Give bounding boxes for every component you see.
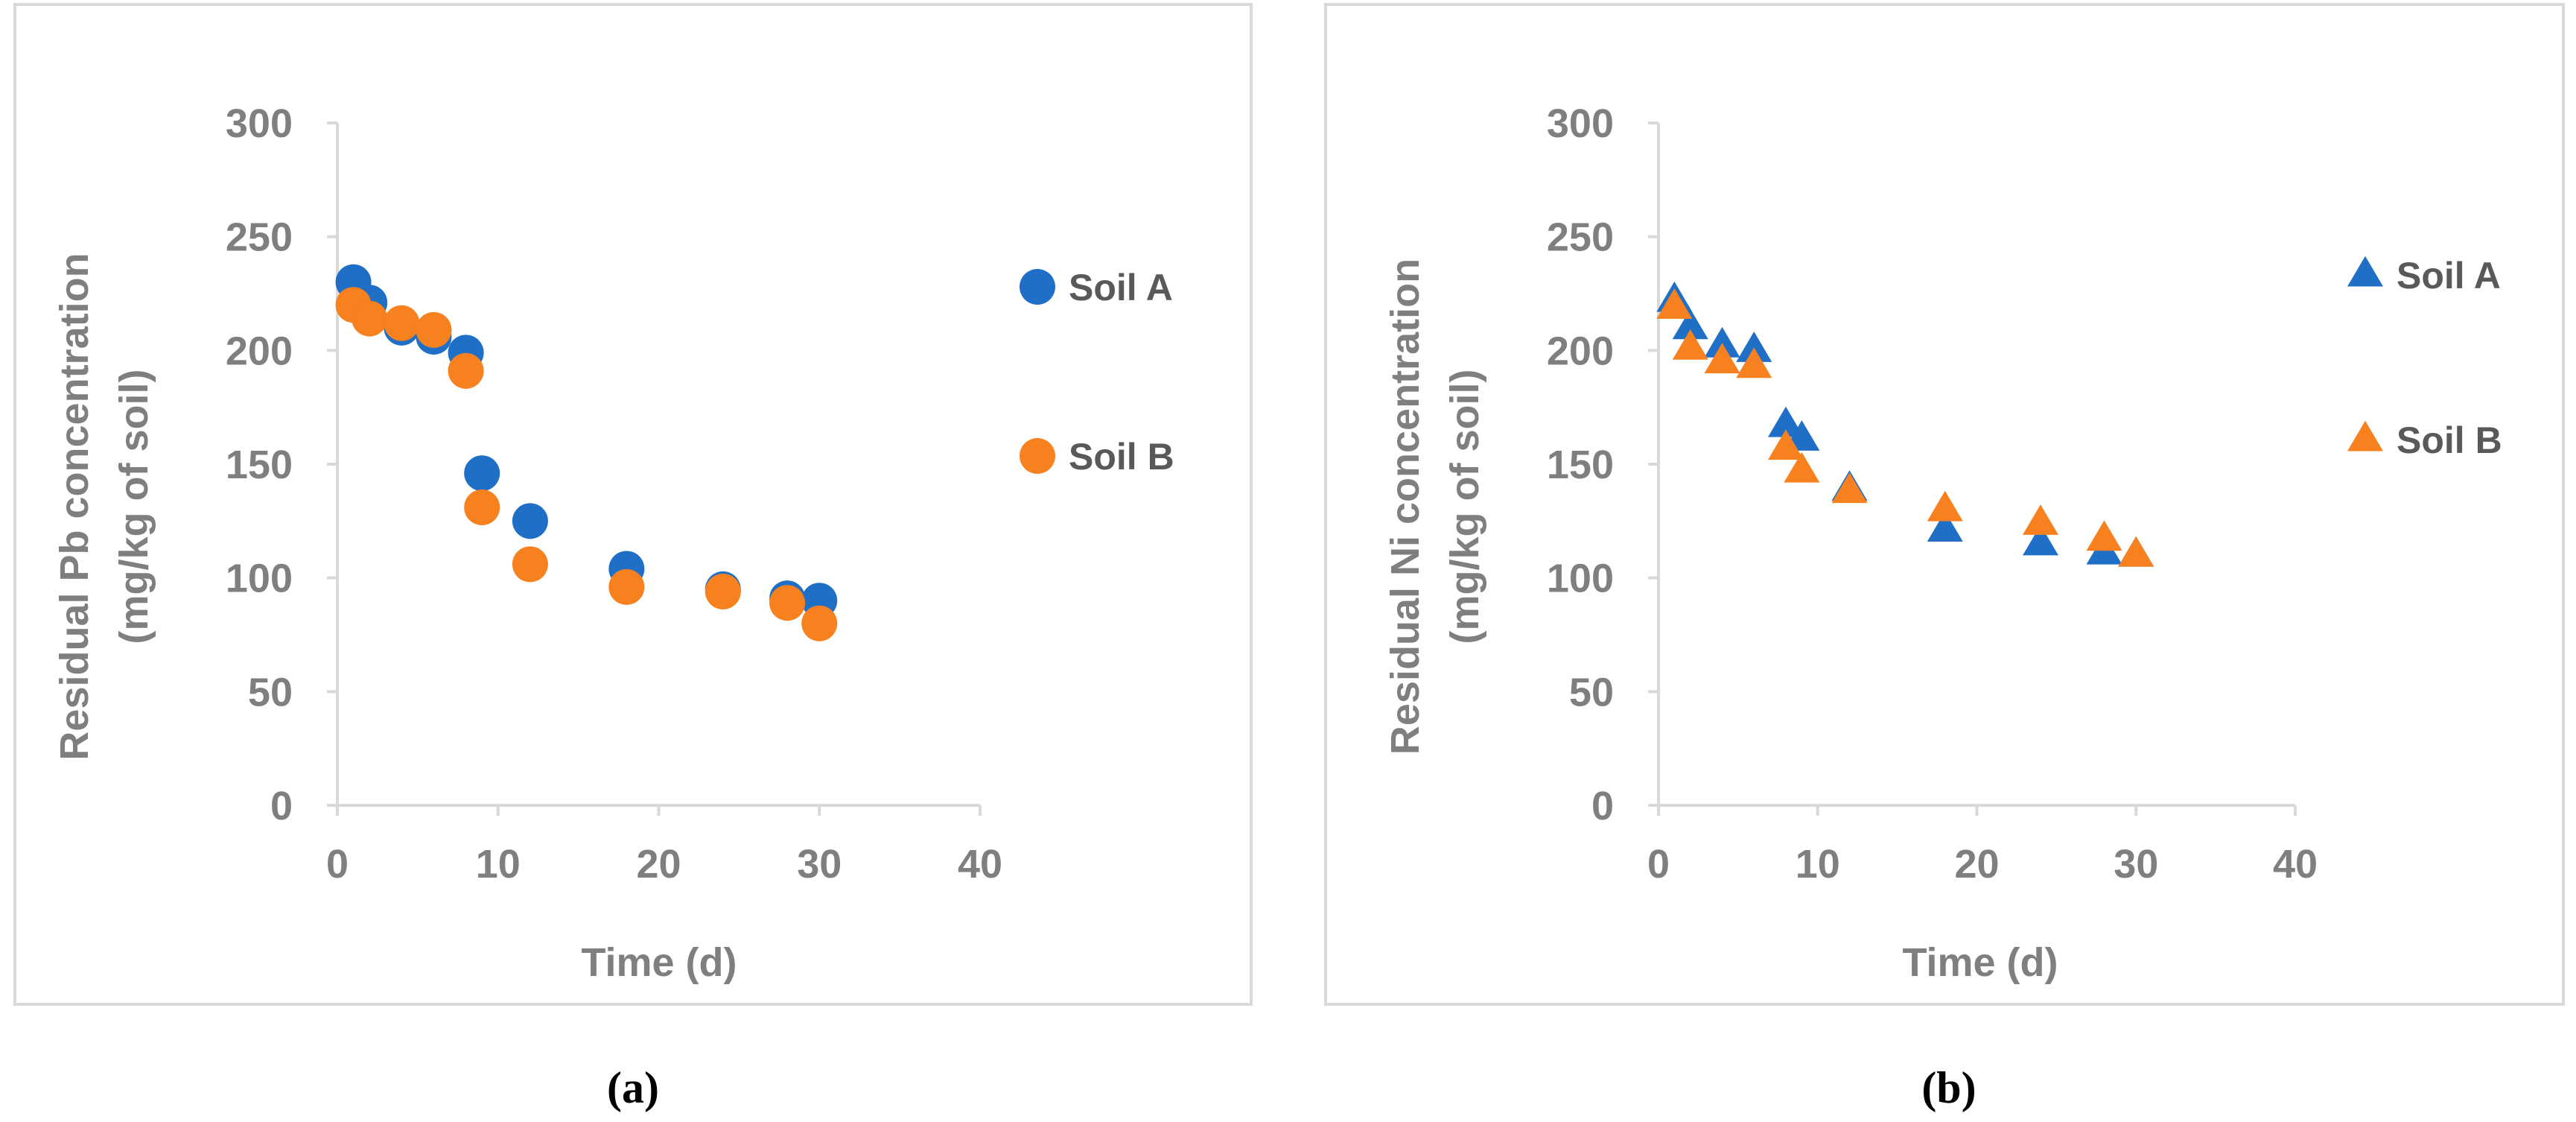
chart-frame-a [13,3,1253,1006]
data-point-soil-a-b [1927,511,1963,542]
legend-marker-soil-b-b [2347,420,2383,451]
x-tick-label-a: 10 [476,842,521,887]
data-point-soil-b-b [1831,472,1868,504]
y-tick-label-b: 100 [1547,557,1614,601]
data-point-soil-b-a [448,352,484,389]
data-point-soil-b-b [1672,329,1708,360]
y-axis-title-a-line1: Residual Pb concentration [52,253,97,760]
data-point-soil-b-a [512,546,548,583]
y-tick-label-b: 250 [1547,215,1614,260]
data-point-soil-b-b [1656,288,1693,319]
legend-label-soil-a-b: Soil A [2397,255,2501,297]
legend-marker-soil-b-a [1020,438,1055,474]
x-tick-label-a: 20 [636,842,681,887]
data-point-soil-b-a [769,585,806,621]
x-tick-label-b: 40 [2273,842,2318,887]
x-axis-title-a: Time (d) [581,940,737,985]
y-axis-title-b-line2: (mg/kg of soil) [1443,370,1487,644]
panel-b: 0 50 100 150 200 250 300 0 10 20 30 40 Time (d) Res… [1324,3,2565,1112]
legend-label-soil-b-a: Soil B [1069,436,1174,478]
plot-area-b: 0 50 100 150 200 250 300 0 10 20 30 40 [1547,101,2318,887]
data-point-soil-a-b [1672,308,1708,340]
data-point-soil-b-a [416,311,452,348]
legend-marker-soil-a-a [1020,269,1055,305]
x-tick-label-b: 10 [1796,842,1840,887]
data-point-soil-b-b [1768,429,1804,460]
x-tick-label-b: 30 [2114,842,2158,887]
data-point-soil-a-b [1768,406,1804,437]
y-tick-label-a: 150 [226,443,293,487]
y-tick-label-a: 200 [226,329,293,373]
y-tick-label-a: 250 [226,215,293,260]
caption-a: (a) [607,1063,659,1112]
x-axis-title-b: Time (d) [1902,940,2058,985]
y-tick-label-b: 200 [1547,329,1614,373]
data-point-soil-b-b [1736,347,1772,378]
data-point-soil-b-a [705,573,741,609]
legend-b: Soil A Soil B [2347,255,2502,461]
legend-label-soil-b-b: Soil B [2397,419,2502,461]
data-point-soil-b-b [2023,504,2058,535]
legend-label-soil-a-a: Soil A [1069,267,1173,308]
caption-b: (b) [1921,1063,1976,1112]
data-point-soil-a-b [2023,524,2058,556]
x-tick-label-b: 0 [1647,842,1670,887]
data-point-soil-b-a [464,489,500,526]
y-axis-title-a-line2: (mg/kg of soil) [112,370,156,644]
x-tick-label-a: 0 [326,842,349,887]
y-tick-label-b: 0 [1591,784,1614,828]
y-tick-label-b: 50 [1569,670,1614,714]
data-point-soil-b-b [2118,536,2154,567]
legend-marker-soil-a-b [2347,256,2383,287]
y-tick-label-a: 0 [270,784,293,828]
data-point-soil-a-b [1736,332,1772,362]
data-point-soil-b-a [801,605,838,641]
legend-a: Soil A Soil B [1020,267,1174,478]
y-axis-title-b-line1: Residual Ni concentration [1383,259,1428,755]
data-point-soil-a-a [512,503,548,539]
y-tick-label-a: 50 [248,670,293,714]
y-tick-label-b: 300 [1547,101,1614,146]
panel-a: 0 50 100 150 200 250 300 0 10 20 30 40 Time (d) Res… [13,3,1253,1112]
data-point-soil-b-b [1784,451,1820,483]
data-point-soil-b-b [1927,490,1963,522]
y-tick-label-a: 100 [226,557,293,601]
x-tick-label-a: 40 [958,842,1002,887]
plot-area-a: 0 50 100 150 200 250 300 0 10 20 30 40 [226,101,1002,887]
data-point-soil-a-b [1704,326,1740,358]
x-tick-label-b: 20 [1954,842,1999,887]
data-point-soil-a-a [464,455,500,492]
x-tick-label-a: 30 [797,842,842,887]
data-point-soil-b-a [608,568,645,605]
y-tick-label-b: 150 [1547,443,1614,487]
y-tick-label-a: 300 [226,101,293,146]
data-point-soil-b-b [2086,520,2122,551]
data-point-soil-b-b [1704,343,1740,374]
data-point-soil-b-a [384,305,420,341]
data-point-soil-b-a [352,300,388,337]
